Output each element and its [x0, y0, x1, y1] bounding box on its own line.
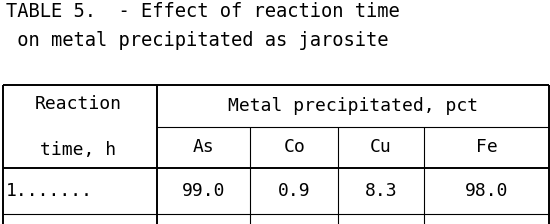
Text: 8.3: 8.3 — [365, 182, 397, 200]
Text: Co: Co — [283, 138, 305, 156]
Text: 1.......: 1....... — [6, 182, 92, 200]
Text: Fe: Fe — [476, 138, 498, 156]
Text: 0.9: 0.9 — [278, 182, 311, 200]
Text: TABLE 5.  - Effect of reaction time: TABLE 5. - Effect of reaction time — [6, 2, 399, 21]
Text: Cu: Cu — [370, 138, 392, 156]
Text: Metal precipitated, pct: Metal precipitated, pct — [228, 97, 478, 115]
Text: As: As — [192, 138, 215, 156]
Text: 98.0: 98.0 — [465, 182, 509, 200]
Text: on metal precipitated as jarosite: on metal precipitated as jarosite — [6, 31, 388, 50]
Text: time, h: time, h — [40, 140, 117, 159]
Text: 99.0: 99.0 — [182, 182, 225, 200]
Text: Reaction: Reaction — [35, 95, 122, 113]
